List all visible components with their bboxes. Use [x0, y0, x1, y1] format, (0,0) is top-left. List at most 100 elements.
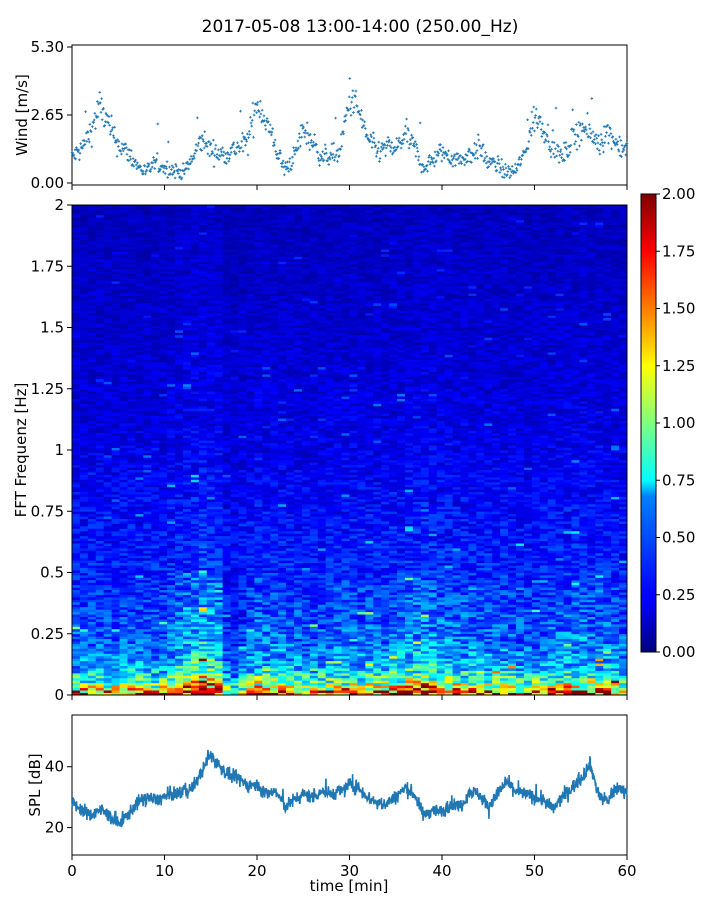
- spectrogram-cell-523: [87, 391, 97, 395]
- wind-point-439: [341, 130, 345, 133]
- spectrogram-cell-2537: [167, 356, 176, 360]
- spectrogram-cell-3334: [198, 364, 208, 368]
- spectrogram-cell-3665: [214, 533, 224, 537]
- spectrogram-cell-3857: [222, 552, 231, 556]
- spectrogram-cell-2247: [159, 577, 168, 581]
- spectrogram-cell-2343: [159, 342, 168, 346]
- spectrogram-cell-1995: [143, 214, 152, 218]
- spectrogram-cell-876: [103, 506, 113, 510]
- spectrogram-cell-376: [79, 261, 89, 265]
- spectrogram-cell-3541: [206, 347, 216, 350]
- spectrogram-cell-3915: [222, 410, 231, 414]
- spectrogram-cell-1369: [119, 278, 128, 282]
- wind-point-231: [213, 154, 216, 157]
- spectrogram-cell-899: [103, 450, 113, 453]
- wind-point-751: [534, 114, 537, 117]
- spectrogram-cell-370: [79, 276, 89, 279]
- spectrogram-cell-2217: [159, 650, 168, 654]
- spectrogram-cell-2106: [151, 432, 160, 436]
- wind-point-594: [437, 151, 441, 155]
- spectrogram-cell-3866: [222, 530, 231, 534]
- spectrogram-cell-2280: [159, 496, 168, 500]
- spectrogram-cell-685: [95, 484, 105, 488]
- spectrogram-cell-3719: [214, 401, 224, 404]
- spectrogram-cell-724: [95, 388, 105, 392]
- spectrogram-cell-3062: [190, 540, 200, 544]
- spectrogram-cell-3178: [190, 256, 200, 260]
- spectrogram-cell-2572: [167, 271, 176, 274]
- spectrogram-cell-301: [79, 445, 89, 448]
- spectrogram-cell-686: [95, 481, 105, 485]
- spectrogram-cell-3349: [198, 327, 208, 331]
- spectrogram-cell-2841: [183, 592, 192, 595]
- wind-panel: 0.002.655.30 Wind [m/s]: [13, 38, 629, 192]
- spectrogram-cell-872: [103, 516, 113, 519]
- spectrogram-cell-1672: [135, 516, 144, 519]
- spectrogram-cell-422: [87, 638, 97, 642]
- spectrogram-cell-1868: [143, 525, 152, 529]
- spectrogram-cell-1957: [143, 307, 152, 311]
- spectrogram-cell-3623: [214, 636, 224, 640]
- spectrogram-cell-209: [79, 670, 89, 674]
- wind-point-289: [249, 115, 252, 119]
- wind-point-545: [407, 128, 410, 132]
- spectrogram-cell-372: [79, 271, 89, 274]
- spectrogram-cell-995: [103, 214, 113, 218]
- spectrogram-cell-1058: [111, 550, 120, 554]
- spectrogram-cell-1981: [143, 249, 152, 252]
- wind-point-634: [462, 156, 465, 160]
- spectrogram-cell-1481: [127, 494, 136, 497]
- spectrogram-cell-129: [72, 376, 81, 380]
- spectrogram-cell-561: [87, 298, 97, 301]
- spectrogram-cell-970: [103, 276, 113, 279]
- spectrogram-cell-3878: [222, 501, 231, 505]
- spectrogram-cell-2298: [159, 452, 168, 456]
- spectrogram-cell-4042: [230, 589, 239, 593]
- spectrogram-cell-52: [72, 565, 81, 568]
- spectrogram-cell-4047: [230, 577, 239, 581]
- wind-point-774: [548, 145, 552, 149]
- spectrogram-cell-1907: [143, 430, 152, 434]
- spectrogram-cell-205: [79, 680, 89, 684]
- spectrogram-cell-3342: [198, 344, 208, 348]
- spectrogram-cell-314: [79, 413, 89, 417]
- spectrogram-cell-1872: [143, 516, 152, 519]
- spectrogram-cell-2431: [167, 616, 176, 620]
- spectrogram-cell-827: [103, 626, 113, 630]
- spectrogram-cell-822: [103, 638, 113, 642]
- wind-point-514: [388, 138, 391, 142]
- spectrogram-cell-2302: [159, 442, 168, 446]
- spectrogram-cell-2602: [175, 687, 184, 691]
- spectrogram-cell-2676: [175, 506, 184, 510]
- spectrogram-cell-1638: [135, 599, 144, 603]
- spectrogram-cell-1374: [119, 266, 128, 270]
- spectrogram-cell-1915: [143, 410, 152, 414]
- spectrogram-cell-1478: [127, 501, 136, 505]
- spectrogram-cell-3934: [222, 364, 231, 368]
- spectrogram-cell-2163: [151, 293, 160, 297]
- spectrogram-cell-1805: [143, 680, 152, 684]
- spectrogram-cell-3441: [206, 592, 216, 595]
- spectrogram-cell-1476: [127, 506, 136, 510]
- spectrogram-cell-3988: [222, 231, 231, 235]
- spectrogram-cell-1833: [143, 611, 152, 615]
- spectrogram-cell-3853: [222, 562, 231, 566]
- spectrogram-cell-1435: [127, 606, 136, 610]
- spectrogram-cell-3583: [206, 244, 216, 248]
- spectrogram-cell-2805: [183, 680, 192, 684]
- spectrogram-cell-99: [72, 450, 81, 453]
- spectrogram-cell-2226: [159, 628, 168, 632]
- wind-point-127: [149, 170, 152, 173]
- spectrogram-cell-281: [79, 494, 89, 497]
- spectrogram-cell-3654: [214, 560, 224, 564]
- wind-point-76: [117, 140, 121, 143]
- spectrogram-cell-2208: [159, 672, 168, 676]
- spectrogram-cell-1031: [111, 616, 120, 620]
- spectrogram-cell-2348: [159, 329, 168, 333]
- spectrogram-cell-1533: [127, 366, 136, 370]
- spectrogram-cell-2435: [167, 606, 176, 610]
- spectrogram-cell-1782: [135, 246, 144, 250]
- spectrogram-cell-1175: [111, 263, 120, 267]
- spectrogram-cell-3573: [206, 268, 216, 272]
- wind-point-356: [290, 164, 294, 168]
